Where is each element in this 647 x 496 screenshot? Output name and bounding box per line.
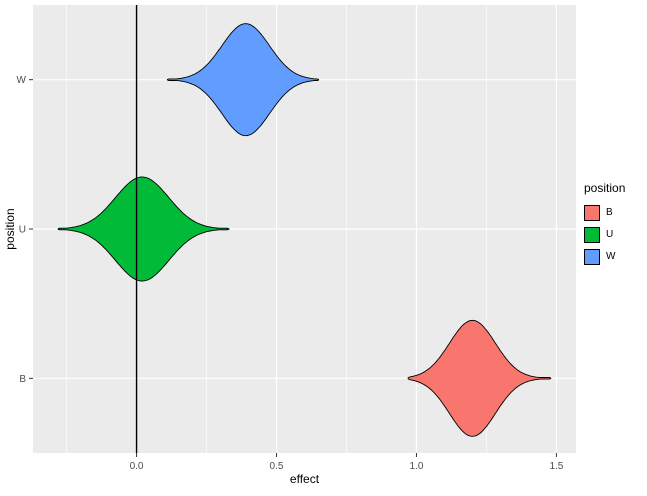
violin-u — [57, 176, 230, 282]
violin-b — [407, 319, 552, 437]
legend-key-u — [584, 226, 600, 243]
legend-label-w: W — [606, 251, 616, 262]
legend-entry-b: B — [584, 204, 625, 221]
legend-entry-w: W — [584, 248, 625, 265]
y-tick-label: B — [19, 374, 26, 385]
y-axis-title: position — [3, 208, 17, 250]
y-tick-label: W — [17, 75, 27, 86]
x-tick-label: 0.0 — [130, 461, 144, 472]
x-axis-title: effect — [289, 472, 320, 486]
legend: position B U W — [584, 181, 625, 270]
legend-title: position — [584, 181, 626, 195]
x-tick-label: 1.5 — [549, 461, 563, 472]
legend-entry-u: U — [584, 226, 625, 243]
legend-key-w — [584, 248, 600, 265]
x-tick-label: 0.5 — [270, 461, 284, 472]
legend-key-b — [584, 204, 600, 221]
x-tick-label: 1.0 — [410, 461, 424, 472]
violin-w — [166, 23, 319, 137]
legend-label-b: B — [606, 207, 613, 218]
legend-label-u: U — [606, 229, 614, 240]
y-tick-label: U — [19, 225, 26, 236]
